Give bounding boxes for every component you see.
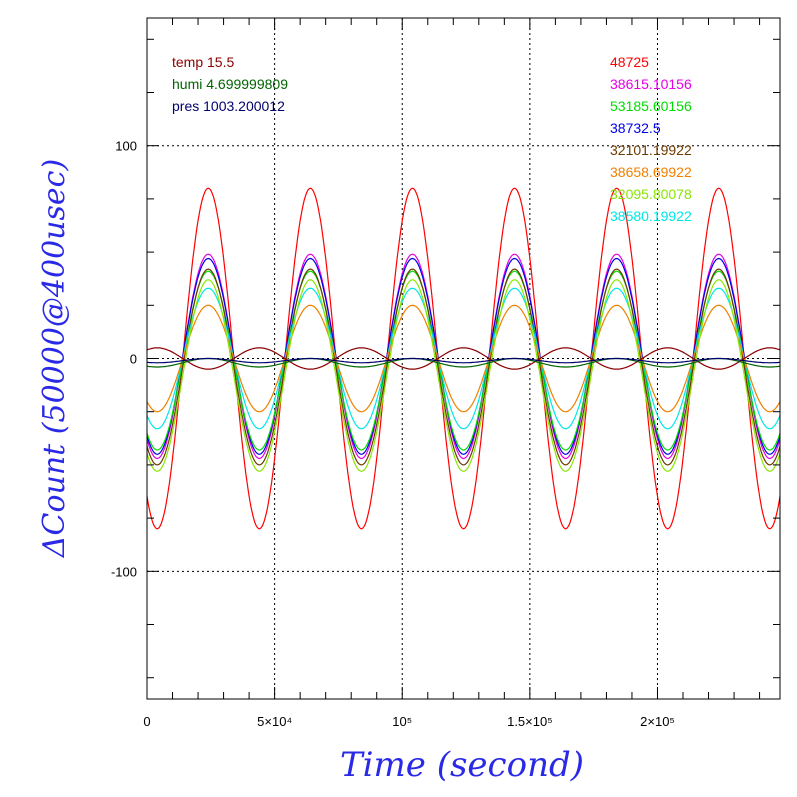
y-axis-label: ΔCount (50000@400usec) bbox=[37, 159, 72, 558]
y-tick-label: 100 bbox=[115, 139, 137, 154]
series-layer bbox=[146, 187, 781, 530]
x-tick-label: 1.5×10⁵ bbox=[507, 714, 553, 729]
legend-entry: 38658.69922 bbox=[610, 164, 692, 180]
minor-ticks bbox=[147, 18, 780, 699]
series-line bbox=[146, 253, 781, 460]
y-tick-label: 0 bbox=[130, 352, 137, 367]
x-axis-label: Time (second) bbox=[340, 745, 584, 785]
y-tick-label: -100 bbox=[111, 564, 137, 579]
legend-entry: temp 15.5 bbox=[172, 54, 234, 70]
series-line bbox=[146, 268, 781, 466]
legend-entry: 38580.19922 bbox=[610, 208, 692, 224]
legend-entry: 53185.60156 bbox=[610, 98, 692, 114]
legend-entry: 38732.5 bbox=[610, 120, 661, 136]
series-line bbox=[146, 279, 781, 472]
series-line bbox=[146, 304, 781, 413]
x-tick-label: 10⁵ bbox=[392, 714, 412, 729]
series-line bbox=[146, 347, 781, 370]
series-line bbox=[146, 187, 781, 530]
series-line bbox=[146, 270, 781, 451]
x-tick-label: 0 bbox=[143, 714, 150, 729]
series-line bbox=[146, 257, 781, 455]
series-line bbox=[146, 357, 781, 368]
x-tick-label: 5×10⁴ bbox=[257, 714, 292, 729]
legend-entry: 32095.80078 bbox=[610, 186, 692, 202]
grid-lines bbox=[147, 18, 780, 699]
legend-entry: 32101.19922 bbox=[610, 142, 692, 158]
legend-entry: 48725 bbox=[610, 54, 649, 70]
series-line bbox=[146, 357, 781, 364]
legend-entry: humi 4.699999809 bbox=[172, 76, 288, 92]
legend-entry: pres 1003.200012 bbox=[172, 98, 285, 114]
tick-labels: 0 5×10⁴ 10⁵ 1.5×10⁵ 2×10⁵ 100 0 -100 bbox=[111, 139, 675, 729]
x-tick-label: 2×10⁵ bbox=[640, 714, 675, 729]
legend-entry: 38615.10156 bbox=[610, 76, 692, 92]
series-line bbox=[146, 287, 781, 430]
legend: temp 15.5 humi 4.699999809 pres 1003.20001… bbox=[172, 54, 692, 224]
